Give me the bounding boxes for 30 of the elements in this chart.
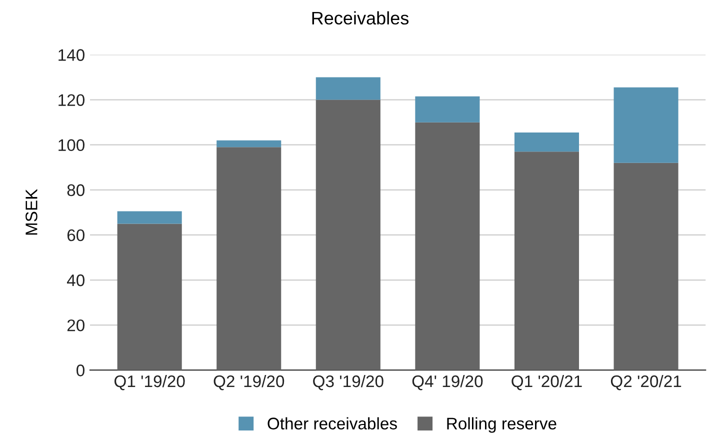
bar [514,132,580,152]
bar [117,211,182,224]
y-tick-label: 80 [67,184,84,196]
bar [614,162,678,370]
bar [216,147,282,370]
y-axis-title: MSEK [26,189,38,235]
y-tick-label: 20 [67,319,84,332]
y-tick-label: 60 [67,229,84,242]
x-tick-label: Q1 '20/21 [512,374,582,390]
y-tick-label: 0 [76,364,84,376]
y-tick-label: 120 [58,94,84,106]
y-tick-label: 100 [58,139,84,152]
legend-label: Rolling reserve [447,417,556,433]
legend-label: Other receivables [268,417,397,430]
bar [415,122,480,370]
x-tick-label: Q4' 19/20 [412,374,483,390]
x-tick-label: Q2 '20/21 [610,374,682,390]
bar [614,87,678,163]
bar [316,100,380,370]
bar [117,224,182,370]
bar [216,140,282,148]
chart-title: Receivables [312,11,409,25]
y-tick-label: 140 [58,49,84,61]
x-tick-label: Q1 '19/20 [114,374,185,390]
x-tick-label: Q3 '19/20 [313,374,384,390]
x-tick-label: Q2 '19/20 [214,374,284,390]
bar [415,96,480,122]
bar [316,77,380,100]
y-tick-label: 40 [66,274,84,286]
bar [514,152,580,370]
